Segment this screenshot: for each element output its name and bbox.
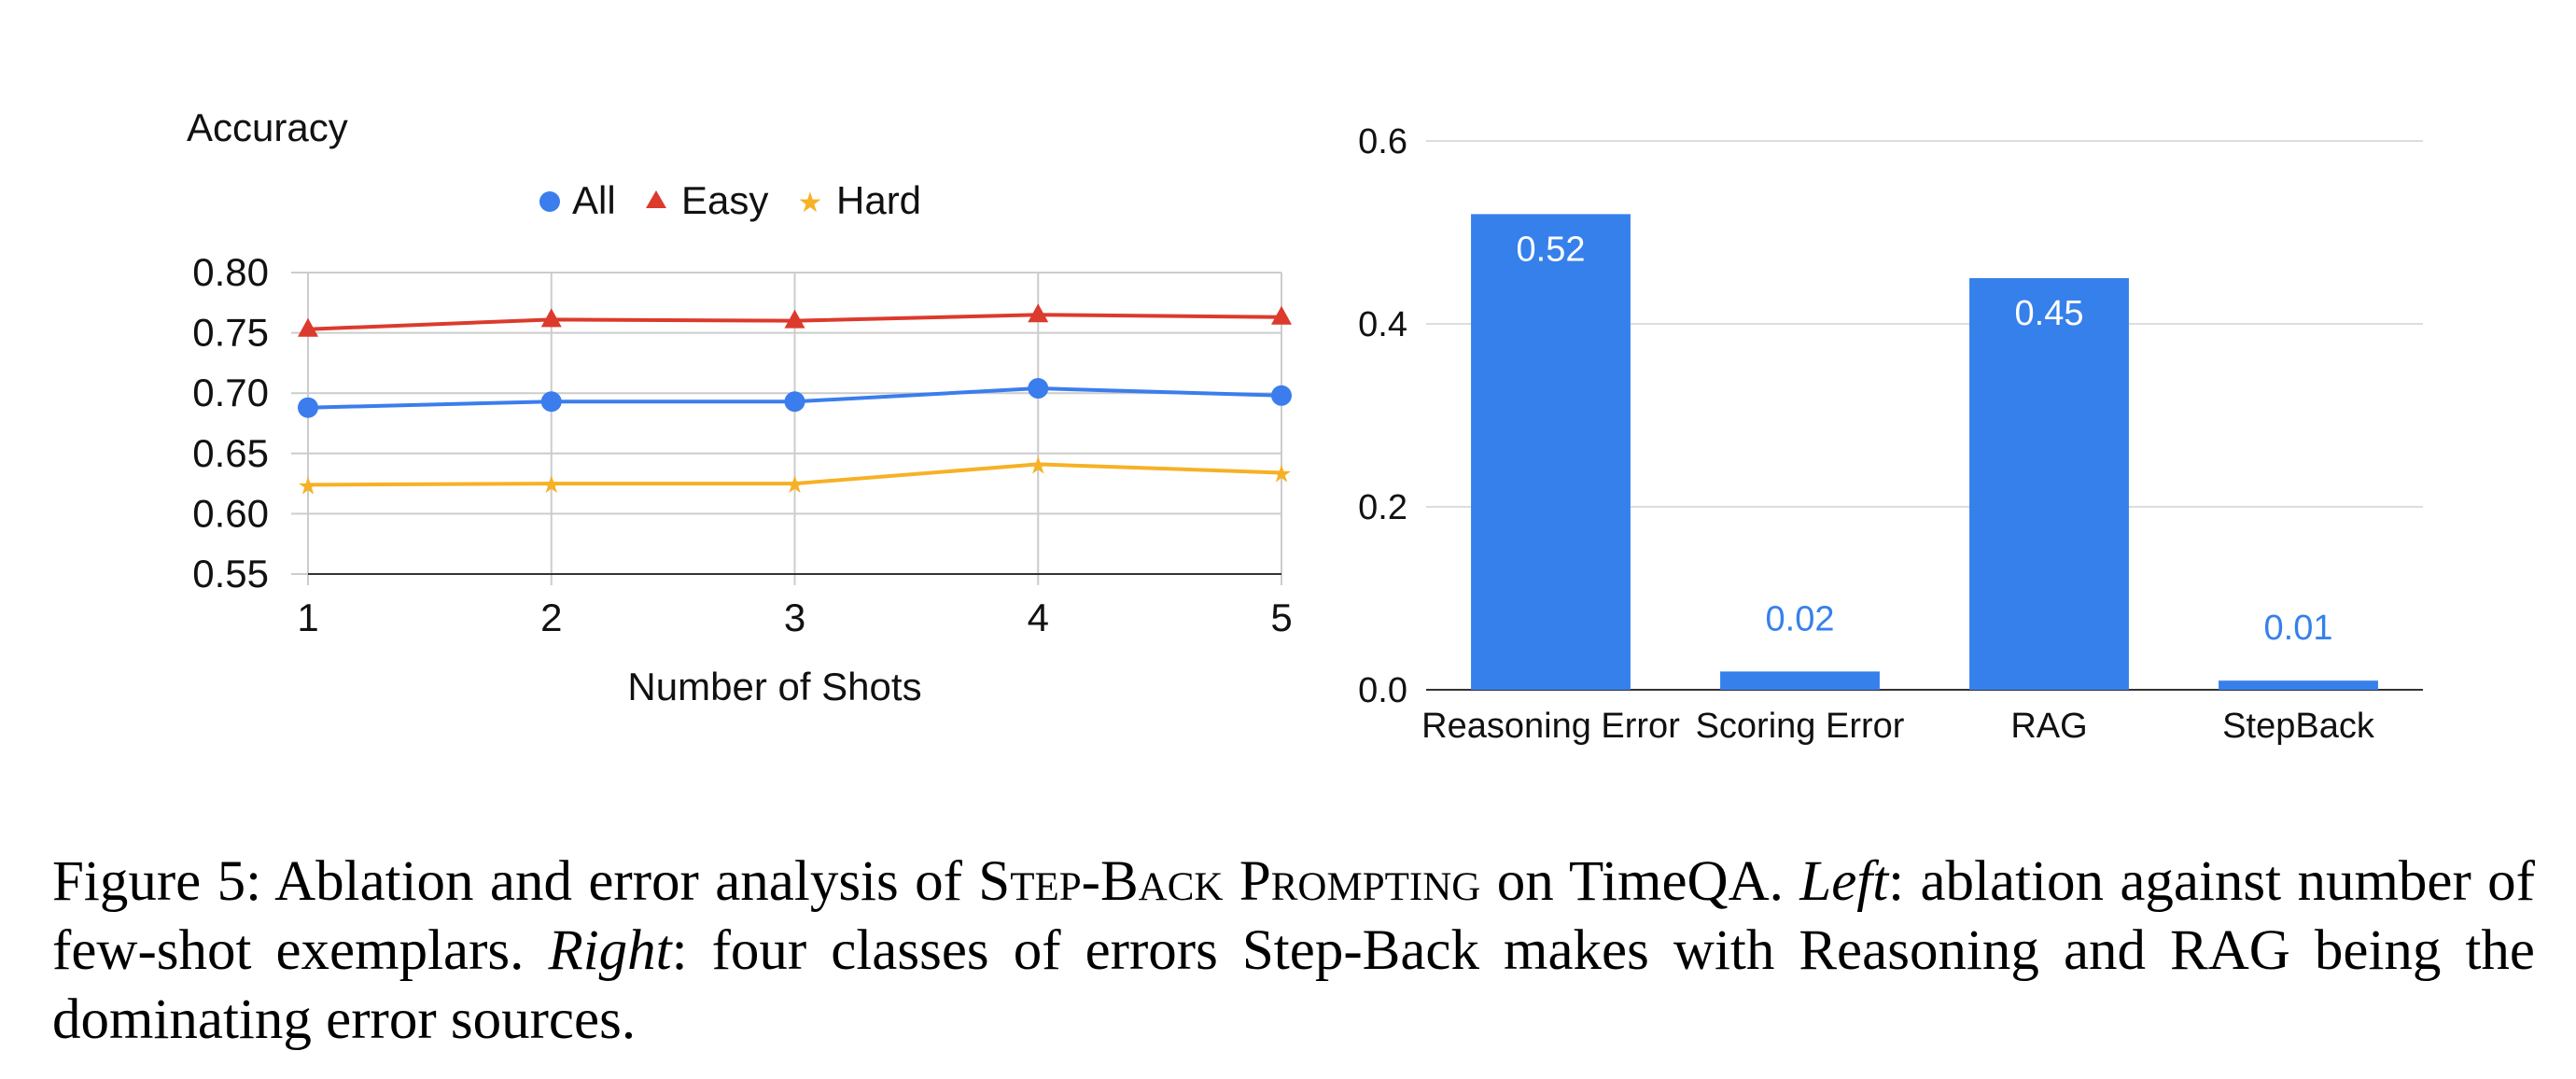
- bar-category-label-scoring-error: Scoring Error: [1696, 707, 1905, 746]
- data-point-hard: ★: [1028, 451, 1049, 479]
- line-chart-legend: All Easy ★ Hard: [539, 178, 921, 222]
- data-point-all: [540, 391, 562, 413]
- bar-value-label-stepback: 0.01: [2264, 609, 2333, 648]
- legend-marker-hard: ★: [798, 188, 823, 218]
- line-chart-x-tick-label: 2: [540, 596, 562, 639]
- accuracy-line-chart: Accuracy All Easy ★ Hard 0.80 0.75 0.70 0.6…: [187, 105, 1293, 708]
- line-chart-y-tick-label: 0.60: [192, 491, 269, 535]
- line-chart-x-tick-label: 4: [1028, 596, 1049, 639]
- line-chart-y-tick-label: 0.70: [192, 371, 269, 414]
- line-chart-y-title: Accuracy: [187, 105, 348, 149]
- line-chart-y-tick-label: 0.80: [192, 250, 269, 294]
- caption-right-word: Right: [548, 919, 672, 982]
- caption-left-word: Left: [1799, 850, 1889, 913]
- data-point-hard: ★: [784, 470, 805, 498]
- line-chart-x-tick-label: 3: [784, 596, 805, 639]
- line-chart-y-tick-label: 0.75: [192, 311, 269, 355]
- data-point-all: [298, 397, 318, 418]
- data-point-hard: ★: [1270, 459, 1292, 487]
- data-point-easy: [298, 317, 318, 337]
- bar-chart-y-tick-label: 0.6: [1358, 122, 1407, 161]
- legend-marker-easy: [646, 190, 666, 208]
- data-point-all: [1271, 385, 1292, 406]
- bar-category-label-reasoning-error: Reasoning Error: [1421, 707, 1680, 746]
- line-chart-y-tick-label: 0.65: [192, 431, 269, 475]
- legend-label-hard: Hard: [836, 178, 921, 222]
- data-point-easy: [1028, 303, 1049, 323]
- data-point-easy: [1271, 305, 1292, 325]
- data-point-hard: ★: [540, 470, 562, 498]
- series-line-hard: [307, 462, 1282, 487]
- bar-chart-y-tick-label: 0.0: [1358, 671, 1407, 710]
- legend-label-easy: Easy: [681, 178, 768, 222]
- caption-right-text: : four classes of errors Step-Back makes…: [52, 919, 2535, 1051]
- error-bar-chart: 0.0 0.2 0.4 0.6 0.52 0.02 0.45 0.01 Reasoning …: [1358, 122, 2423, 746]
- bar-value-label-reasoning-error: 0.52: [1517, 230, 1586, 269]
- line-chart-x-title: Number of Shots: [627, 665, 921, 708]
- bar-reasoning-error: [1471, 214, 1631, 690]
- bar-scoring-error: [1720, 671, 1880, 690]
- line-chart-x-tick-label: 1: [297, 596, 318, 639]
- data-point-easy: [784, 309, 805, 329]
- bar-category-label-rag: RAG: [2010, 707, 2087, 746]
- caption-label: Figure 5: Ablation and error analysis of: [52, 850, 979, 913]
- data-point-easy: [540, 308, 562, 328]
- bar-value-label-rag: 0.45: [2015, 294, 2084, 333]
- figure: Accuracy All Easy ★ Hard 0.80 0.75 0.70 0.6…: [187, 105, 2423, 746]
- caption-method-name: Step-Back Prompting: [978, 850, 1481, 913]
- bar-rag: [1969, 278, 2129, 690]
- legend-marker-all: [539, 191, 560, 212]
- legend-label-all: All: [572, 178, 616, 222]
- data-point-hard: ★: [297, 471, 318, 499]
- figure-caption: Figure 5: Ablation and error analysis of…: [52, 848, 2535, 1055]
- bar-stepback: [2219, 680, 2378, 690]
- bar-category-label-stepback: StepBack: [2222, 707, 2375, 746]
- data-point-all: [784, 391, 805, 413]
- caption-after-method: on TimeQA.: [1480, 850, 1800, 913]
- bar-chart-y-tick-label: 0.2: [1358, 488, 1407, 527]
- data-point-all: [1028, 378, 1049, 399]
- bar-value-label-scoring-error: 0.02: [1766, 599, 1835, 638]
- bar-chart-y-tick-label: 0.4: [1358, 305, 1407, 344]
- line-chart-y-tick-label: 0.55: [192, 552, 269, 596]
- caption-left-text: : ablation against number of few-shot ex…: [52, 850, 2535, 982]
- line-chart-x-tick-label: 5: [1270, 596, 1292, 639]
